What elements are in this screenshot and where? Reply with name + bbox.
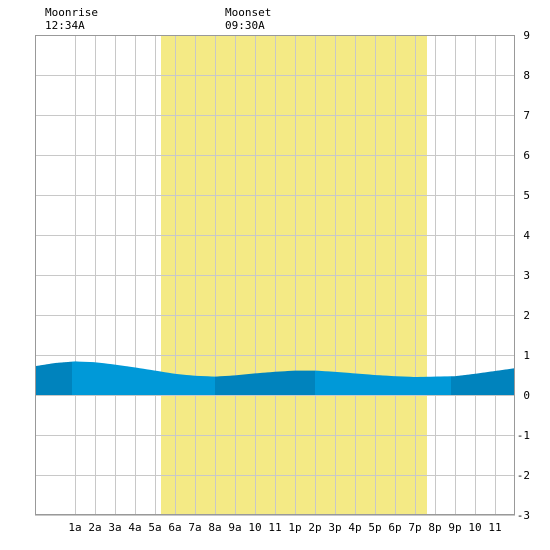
x-tick-label: 9a: [228, 521, 241, 534]
x-tick-label: 5p: [368, 521, 381, 534]
x-tick-label: 10: [468, 521, 481, 534]
x-tick-label: 7a: [188, 521, 201, 534]
y-tick-label: -1: [517, 429, 530, 442]
x-tick-label: 10: [248, 521, 261, 534]
x-tick-label: 2a: [88, 521, 101, 534]
y-tick-label: 1: [523, 349, 530, 362]
frame-layer: [35, 35, 515, 515]
x-tick-label: 7p: [408, 521, 421, 534]
x-tick-label: 8p: [428, 521, 441, 534]
y-tick-label: 9: [523, 29, 530, 42]
tide-band-light: [72, 361, 215, 395]
moonset-time: 09:30A: [225, 19, 265, 32]
moonrise-time: 12:34A: [45, 19, 85, 32]
x-tick-label: 1p: [288, 521, 301, 534]
moonset-label: Moonset: [225, 6, 271, 19]
x-tick-label: 6a: [168, 521, 181, 534]
moonrise-label: Moonrise: [45, 6, 98, 19]
y-tick-label: 4: [523, 229, 530, 242]
x-tick-label: 4a: [128, 521, 141, 534]
tide-layer: [35, 361, 515, 395]
tide-band-light: [315, 370, 451, 395]
y-tick-label: 8: [523, 69, 530, 82]
x-tick-label: 6p: [388, 521, 401, 534]
tide-band-dark: [451, 368, 515, 395]
x-tick-label: 5a: [148, 521, 161, 534]
x-tick-label: 11: [268, 521, 281, 534]
y-tick-label: 5: [523, 189, 530, 202]
y-tick-labels: 9 8 7 6 5 4 3 2 1 0 -1 -2 -3: [517, 29, 531, 522]
x-tick-label: 8a: [208, 521, 221, 534]
y-tick-label: -3: [517, 509, 530, 522]
x-tick-label: 2p: [308, 521, 321, 534]
x-tick-label: 3a: [108, 521, 121, 534]
y-tick-label: 2: [523, 309, 530, 322]
plot-frame: [35, 35, 515, 515]
y-tick-label: 0: [523, 389, 530, 402]
x-tick-label: 3p: [328, 521, 341, 534]
moon-info: Moonrise 12:34A Moonset 09:30A: [45, 6, 271, 32]
y-tick-label: 7: [523, 109, 530, 122]
x-tick-label: 9p: [448, 521, 461, 534]
x-tick-labels: 1a 2a 3a 4a 5a 6a 7a 8a 9a 10 11 1p 2p 3p 4p 5p 6p 7p 8p 9p…: [68, 521, 501, 534]
y-tick-label: 3: [523, 269, 530, 282]
x-tick-label: 4p: [348, 521, 361, 534]
x-tick-label: 11: [488, 521, 501, 534]
tide-band-dark: [215, 370, 315, 395]
x-tick-label: 1a: [68, 521, 81, 534]
tide-band-dark: [35, 361, 72, 395]
grid-layer: [35, 35, 515, 516]
y-tick-label: 6: [523, 149, 530, 162]
y-tick-label: -2: [517, 469, 530, 482]
